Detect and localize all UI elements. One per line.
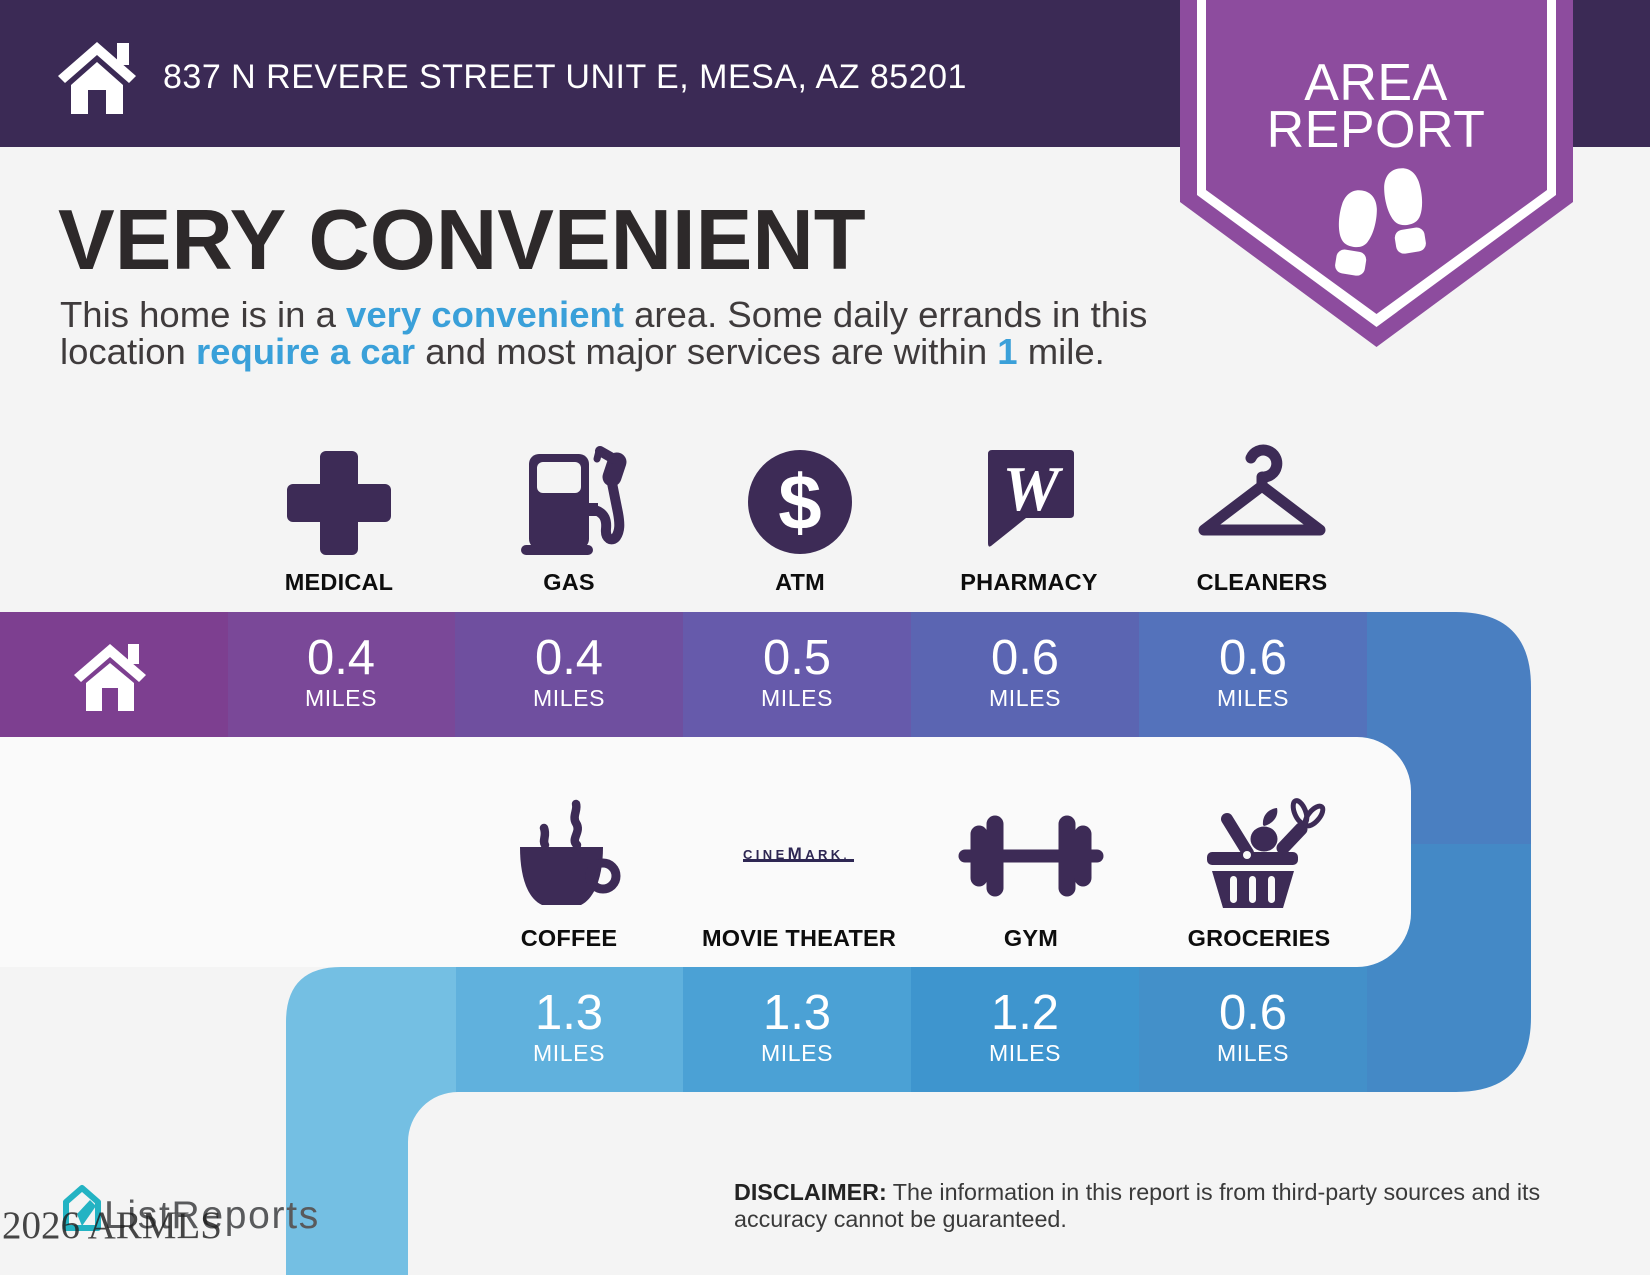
svg-text:$: $ (778, 458, 821, 546)
svg-text:AREA: AREA (1304, 54, 1448, 112)
svg-text:W: W (1003, 453, 1064, 524)
svg-text:REPORT: REPORT (1267, 101, 1486, 159)
